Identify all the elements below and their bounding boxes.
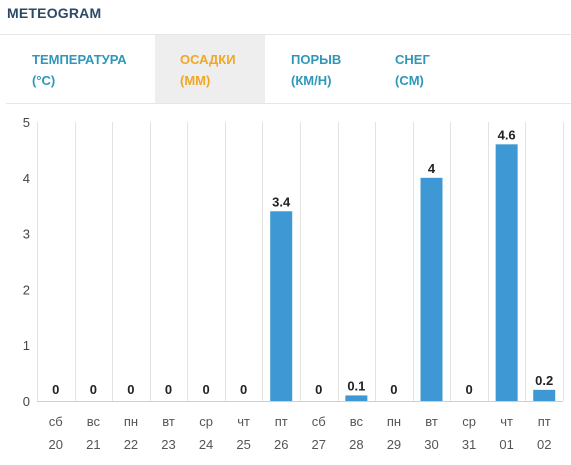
x-tick-day: пн — [124, 414, 138, 429]
data-label: 0 — [315, 382, 322, 397]
x-tick-day: вс — [87, 414, 101, 429]
data-label: 0 — [390, 382, 397, 397]
y-tick-label: 5 — [23, 115, 30, 130]
tab-precipitation-label: ОСАДКИ — [180, 52, 236, 67]
data-label: 0 — [52, 382, 59, 397]
x-tick-date: 27 — [312, 437, 326, 452]
data-label: 4.6 — [498, 127, 516, 142]
bar — [420, 177, 443, 401]
data-label: 0 — [90, 382, 97, 397]
x-tick-date: 31 — [462, 437, 476, 452]
x-tick-date: 23 — [161, 437, 175, 452]
bar — [345, 395, 368, 401]
bar — [533, 389, 556, 401]
data-label: 0 — [165, 382, 172, 397]
tab-snow-label: СНЕГ — [395, 52, 430, 67]
bar — [495, 144, 518, 401]
tab-temperature[interactable]: ТЕМПЕРАТУРА (°C) — [6, 35, 155, 103]
data-label: 0 — [202, 382, 209, 397]
x-tick-date: 21 — [86, 437, 100, 452]
x-tick-date: 01 — [499, 437, 513, 452]
x-tick-day: сб — [49, 414, 63, 429]
x-tick-date: 25 — [236, 437, 250, 452]
tabs-divider — [6, 103, 571, 104]
x-tick-day: ср — [199, 414, 213, 429]
x-tick-date: 24 — [199, 437, 213, 452]
data-label: 0.2 — [535, 373, 553, 388]
x-tick-day: вт — [425, 414, 438, 429]
data-label: 0.1 — [347, 378, 365, 393]
tab-precipitation-unit: (MM) — [180, 73, 211, 88]
x-tick-date: 20 — [49, 437, 63, 452]
tab-temperature-unit: (°C) — [32, 73, 56, 88]
x-tick-date: 02 — [537, 437, 551, 452]
metric-tabs: ТЕМПЕРАТУРА (°C) ОСАДКИ (MM) ПОРЫВ (КМ/Н… — [6, 35, 571, 103]
y-tick-label: 1 — [23, 338, 30, 353]
data-label: 3.4 — [272, 194, 291, 209]
tab-temperature-label: ТЕМПЕРАТУРА — [32, 52, 127, 67]
x-tick-date: 28 — [349, 437, 363, 452]
tab-snow[interactable]: СНЕГ (CM) — [369, 35, 469, 103]
tab-snow-unit: (CM) — [395, 73, 424, 88]
y-tick-label: 0 — [23, 394, 30, 409]
header-divider — [0, 34, 571, 35]
page-title: METEOGRAM — [7, 5, 102, 21]
x-tick-date: 26 — [274, 437, 288, 452]
x-tick-day: вс — [350, 414, 364, 429]
y-tick-label: 2 — [23, 282, 30, 297]
x-tick-day: чт — [237, 414, 250, 429]
x-tick-day: вт — [162, 414, 175, 429]
tab-gust-unit: (КМ/Н) — [291, 73, 332, 88]
tab-gust[interactable]: ПОРЫВ (КМ/Н) — [265, 35, 369, 103]
x-tick-date: 29 — [387, 437, 401, 452]
x-tick-date: 30 — [424, 437, 438, 452]
data-label: 4 — [428, 161, 436, 176]
x-tick-date: 22 — [124, 437, 138, 452]
x-tick-day: пн — [387, 414, 401, 429]
data-label: 0 — [127, 382, 134, 397]
x-tick-day: ср — [462, 414, 476, 429]
tab-gust-label: ПОРЫВ — [291, 52, 342, 67]
x-tick-day: чт — [500, 414, 513, 429]
x-tick-day: пт — [275, 414, 288, 429]
tab-precipitation[interactable]: ОСАДКИ (MM) — [155, 35, 265, 103]
bar — [270, 211, 293, 401]
data-label: 0 — [240, 382, 247, 397]
data-label: 0 — [465, 382, 472, 397]
y-tick-label: 4 — [23, 171, 30, 186]
x-tick-day: сб — [312, 414, 326, 429]
y-tick-label: 3 — [23, 227, 30, 242]
x-tick-day: пт — [538, 414, 551, 429]
